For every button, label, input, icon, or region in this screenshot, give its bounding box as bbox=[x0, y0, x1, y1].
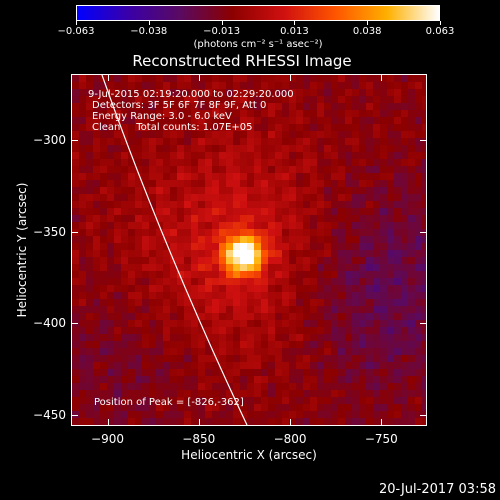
x-axis-label: Heliocentric X (arcsec) bbox=[181, 448, 317, 462]
info-peak: Position of Peak = [-826,-362] bbox=[94, 397, 244, 408]
x-tick bbox=[198, 419, 200, 426]
x-tick bbox=[107, 74, 109, 81]
x-tick bbox=[198, 74, 200, 81]
y-tick-label: −300 bbox=[33, 133, 66, 147]
solar-limb-line bbox=[101, 75, 248, 425]
y-tick bbox=[71, 231, 78, 233]
info-method: Clean Total counts: 1.07E+05 bbox=[92, 122, 253, 133]
image-canvas bbox=[72, 75, 426, 425]
timestamp: 20-Jul-2017 03:58 bbox=[378, 482, 496, 497]
info-detectors: Detectors: 3F 5F 6F 7F 8F 9F, Att 0 bbox=[92, 100, 267, 111]
y-tick bbox=[420, 140, 427, 141]
x-tick bbox=[107, 419, 109, 426]
colorbar-tick bbox=[221, 21, 223, 25]
x-tick bbox=[381, 74, 383, 81]
colorbar-tick-label: −0.063 bbox=[57, 26, 95, 37]
y-tick bbox=[420, 323, 427, 325]
y-tick bbox=[71, 415, 78, 416]
y-axis-label: Heliocentric Y (arcsec) bbox=[15, 182, 29, 318]
y-tick bbox=[71, 140, 78, 141]
x-tick bbox=[290, 419, 292, 426]
colorbar-tick bbox=[294, 21, 296, 25]
colorbar-units: (photons cm⁻² s⁻¹ asec⁻²) bbox=[193, 39, 323, 50]
x-tick-label: −900 bbox=[91, 432, 124, 446]
x-tick-label: −800 bbox=[273, 432, 307, 446]
y-tick-label: −450 bbox=[33, 408, 66, 422]
colorbar-tick-label: 0.013 bbox=[280, 26, 309, 37]
image-pixels bbox=[72, 75, 426, 425]
colorbar-tick bbox=[76, 21, 77, 25]
y-tick bbox=[420, 415, 427, 416]
colorbar-tick-label: −0.038 bbox=[130, 26, 168, 37]
y-tick-label: −350 bbox=[33, 224, 66, 239]
plot-title: Reconstructed RHESSI Image bbox=[132, 52, 352, 70]
colorbar-tick bbox=[440, 21, 441, 25]
info-time-range: 9-Jul-2015 02:19:20.000 to 02:29:20.000 bbox=[88, 89, 294, 100]
x-tick bbox=[290, 74, 292, 81]
colorbar-gradient bbox=[77, 6, 439, 20]
colorbar-tick bbox=[148, 21, 150, 25]
y-tick-label: −400 bbox=[33, 316, 66, 331]
x-tick-label: −850 bbox=[182, 432, 216, 446]
x-tick-label: −750 bbox=[364, 432, 398, 446]
x-tick bbox=[381, 419, 383, 426]
colorbar-tick-label: 0.038 bbox=[352, 26, 382, 37]
y-tick bbox=[71, 323, 78, 325]
info-energy: Energy Range: 3.0 - 6.0 keV bbox=[92, 111, 232, 122]
rhessi-image: 9-Jul-2015 02:19:20.000 to 02:29:20.000 … bbox=[71, 74, 427, 426]
colorbar-tick-label: −0.013 bbox=[203, 26, 241, 37]
colorbar-tick-label: 0.063 bbox=[425, 26, 455, 37]
y-tick bbox=[420, 231, 427, 233]
colorbar-tick bbox=[367, 21, 369, 25]
colorbar bbox=[76, 5, 440, 21]
